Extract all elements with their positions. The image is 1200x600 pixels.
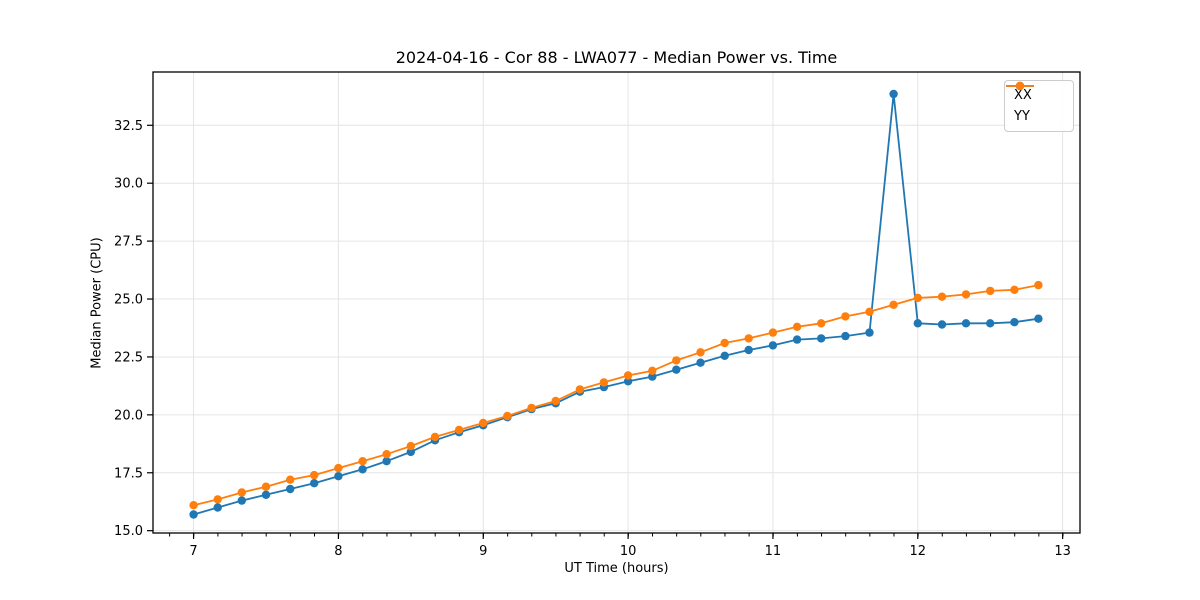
data-point-xx — [744, 345, 753, 355]
data-point-yy — [961, 290, 971, 299]
data-point-xx — [865, 328, 874, 337]
y-tick-label: 17.5 — [114, 466, 143, 481]
data-point-xx — [913, 319, 922, 328]
data-point-xx — [768, 341, 778, 350]
data-point-yy — [237, 488, 246, 497]
data-point-yy — [1034, 280, 1043, 290]
data-point-xx — [358, 465, 367, 474]
y-tick-label: 15.0 — [114, 524, 143, 539]
data-point-yy — [551, 396, 560, 406]
legend-label-xx: XX — [1014, 88, 1032, 103]
data-point-xx — [406, 447, 415, 457]
data-point-xx — [672, 365, 681, 374]
y-tick-label: 27.5 — [114, 235, 143, 250]
data-point-xx — [1034, 314, 1043, 323]
y-tick-label: 20.0 — [114, 408, 143, 423]
plot-border — [152, 71, 1081, 534]
legend-item-yy: YY — [1005, 81, 1073, 127]
data-point-xx — [841, 331, 850, 341]
x-tick-label: 8 — [334, 544, 342, 559]
data-point-yy — [189, 501, 198, 510]
data-point-yy — [430, 432, 440, 442]
data-point-yy — [744, 334, 753, 343]
data-point-yy — [648, 366, 657, 375]
data-point-yy — [768, 328, 778, 337]
legend-dot-yy — [1015, 81, 1025, 91]
data-point-xx — [334, 472, 343, 481]
chart-title: 2024-04-16 - Cor 88 - LWA077 - Median Po… — [395, 48, 838, 67]
data-point-xx — [696, 358, 705, 367]
data-point-xx — [189, 510, 198, 519]
x-tick-label: 9 — [479, 544, 487, 559]
data-point-yy — [213, 495, 222, 504]
legend: XX YY — [1004, 80, 1074, 132]
y-tick-label: 30.0 — [114, 177, 143, 192]
data-point-yy — [503, 411, 512, 421]
x-axis-label: UT Time (hours) — [564, 561, 669, 576]
data-point-yy — [841, 312, 850, 321]
x-tick-label: 10 — [620, 544, 637, 559]
data-point-yy — [1010, 285, 1019, 294]
data-point-yy — [937, 292, 947, 301]
legend-label-yy: YY — [1014, 109, 1030, 124]
y-tick-label: 32.5 — [114, 119, 143, 134]
data-point-xx — [213, 503, 222, 512]
data-point-xx — [937, 320, 947, 329]
data-point-yy — [986, 286, 995, 296]
data-point-xx — [382, 457, 391, 466]
data-point-yy — [672, 356, 681, 365]
data-point-xx — [986, 319, 995, 328]
data-point-yy — [382, 450, 391, 459]
data-point-xx — [623, 377, 633, 386]
x-tick-label: 13 — [1054, 544, 1071, 559]
data-point-xx — [961, 319, 971, 328]
data-point-yy — [310, 470, 319, 480]
data-point-yy — [454, 425, 464, 435]
data-point-yy — [527, 403, 536, 413]
data-point-xx — [1010, 318, 1019, 327]
y-axis-label: Median Power (CPU) — [89, 237, 105, 369]
series-line-yy — [193, 284, 1039, 507]
data-point-xx — [286, 484, 295, 494]
legend-line-marker-icon — [1006, 81, 1034, 91]
data-point-yy — [913, 293, 922, 303]
data-point-xx — [261, 490, 271, 499]
data-point-yy — [575, 385, 585, 394]
data-point-yy — [817, 319, 826, 328]
data-point-xx — [792, 335, 802, 344]
x-tick-label: 12 — [910, 544, 927, 559]
data-point-yy — [865, 307, 874, 316]
data-point-yy — [334, 463, 343, 473]
data-point-xx — [889, 89, 898, 99]
data-point-yy — [261, 482, 271, 491]
data-point-yy — [599, 378, 609, 387]
data-point-xx — [237, 496, 246, 505]
data-point-yy — [720, 338, 729, 348]
x-tick-label: 7 — [189, 544, 197, 559]
x-tick-label: 11 — [765, 544, 782, 559]
series-line-xx — [193, 93, 1039, 516]
y-tick-label: 22.5 — [114, 350, 143, 365]
data-point-yy — [623, 371, 633, 380]
data-point-yy — [358, 457, 367, 466]
data-point-xx — [817, 334, 826, 343]
data-point-yy — [889, 300, 898, 309]
data-point-xx — [310, 479, 319, 488]
data-point-yy — [479, 418, 488, 428]
data-point-xx — [720, 351, 729, 360]
data-point-xx — [648, 372, 657, 381]
y-tick-label: 25.0 — [114, 293, 143, 308]
data-point-yy — [696, 348, 705, 357]
data-point-yy — [286, 475, 295, 484]
data-point-yy — [406, 441, 415, 451]
data-point-yy — [792, 322, 802, 331]
